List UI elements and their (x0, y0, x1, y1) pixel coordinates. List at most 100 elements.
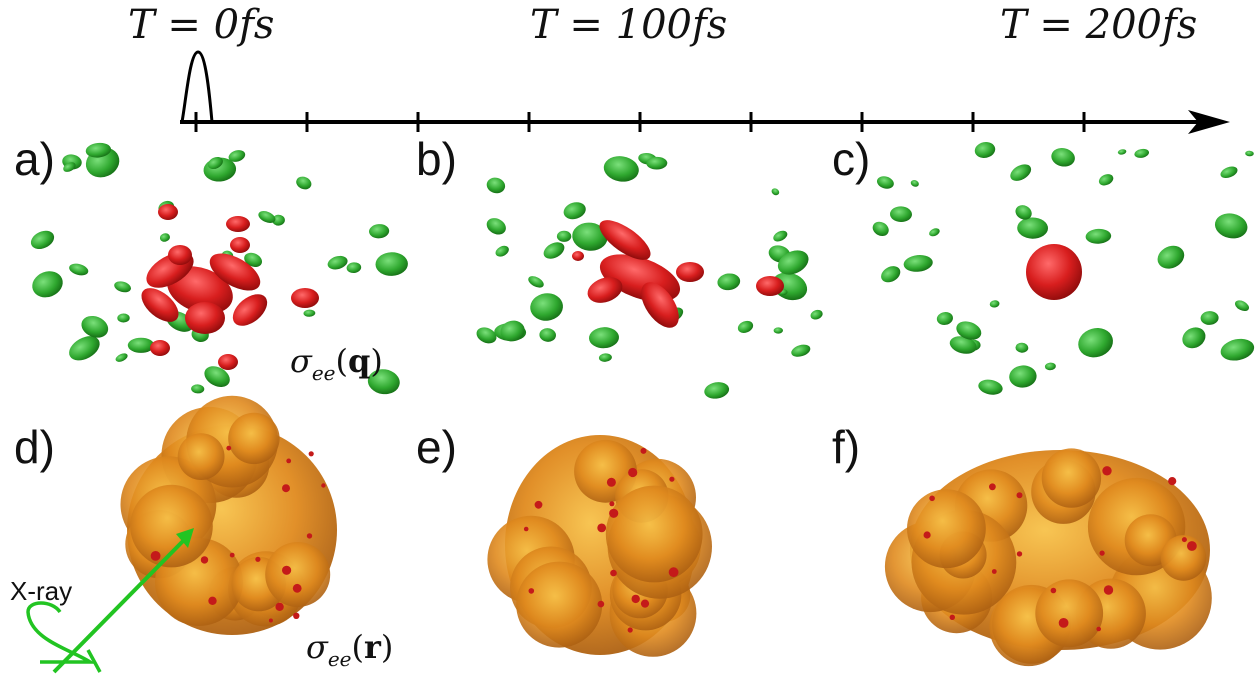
density-panel-f (884, 448, 1212, 667)
diffraction-spot (528, 276, 544, 288)
diffraction-spot (603, 156, 639, 182)
diffraction-spot (1085, 228, 1112, 244)
diffraction-spot (1015, 342, 1029, 353)
diffraction-spot (810, 309, 823, 320)
density-speck (150, 551, 161, 561)
density-lobe (265, 542, 331, 607)
density-speck (229, 552, 235, 558)
sigma-ee-r-label: σee(r) (306, 628, 393, 671)
density-speck (282, 484, 290, 493)
density-speck (268, 618, 273, 623)
diffraction-spot (1182, 327, 1206, 349)
red-peak (232, 294, 268, 326)
diffraction-spot (369, 224, 390, 239)
diffraction-spot (81, 315, 109, 338)
diffraction-spot (556, 230, 572, 242)
density-panel-e (487, 435, 712, 657)
density-speck (282, 565, 292, 575)
diffraction-spot (1134, 148, 1150, 158)
diffraction-spot (598, 353, 612, 362)
red-peak (230, 237, 250, 253)
time-label-200fs: T = 200fs (1000, 2, 1198, 48)
xray-pulse-shape (180, 50, 214, 123)
red-peak (218, 354, 238, 370)
density-speck (286, 458, 292, 464)
diffraction-spot (296, 176, 312, 190)
density-speck (610, 569, 617, 577)
diffraction-spot (500, 320, 525, 342)
density-speck (609, 508, 619, 518)
diffraction-spot (1214, 213, 1248, 239)
diffraction-spot (530, 293, 563, 321)
density-speck (628, 467, 638, 478)
xray-pulse-icon (26, 601, 96, 664)
paren-close: ) (380, 628, 394, 666)
diffraction-spot (1078, 328, 1113, 358)
paren-close: ) (370, 342, 383, 380)
diffraction-spot (228, 150, 246, 162)
density-lobe (177, 433, 225, 480)
red-peak (150, 340, 170, 356)
diffraction-spot (1009, 365, 1037, 388)
diffraction-spot (32, 271, 63, 298)
red-peak (641, 282, 679, 328)
density-speck (1099, 550, 1105, 556)
diffraction-spot (375, 252, 408, 276)
diffraction-spot (159, 233, 170, 242)
density-speck (528, 588, 535, 594)
density-speck (1096, 626, 1101, 632)
diffraction-spot (30, 230, 55, 250)
density-speck (321, 483, 326, 488)
panel-label-f: f) (832, 421, 861, 473)
diffraction-spot (486, 218, 506, 235)
diffraction-spot (495, 245, 509, 257)
time-label-100fs: T = 100fs (530, 2, 728, 48)
diffraction-spot (978, 379, 1003, 395)
density-speck (1102, 466, 1112, 476)
red-peak (599, 220, 651, 260)
panel-label-d: d) (14, 421, 55, 473)
paren-open: ( (335, 342, 348, 380)
diffraction-spot (704, 382, 730, 399)
density-speck (627, 627, 633, 633)
density-speck (668, 567, 679, 578)
sigma-ee-q-label: σee(q) (290, 342, 383, 385)
density-speck (1058, 618, 1069, 628)
density-speck (308, 451, 314, 457)
diffraction-spot (646, 156, 668, 170)
red-peak (209, 253, 261, 291)
diffraction-spot (367, 369, 400, 395)
red-peak (167, 266, 233, 314)
diffraction-spot (929, 228, 940, 237)
density-speck (1187, 541, 1197, 551)
central-diffraction-peaks (141, 204, 1082, 370)
diffraction-spot (207, 156, 223, 170)
diffraction-spot (563, 202, 586, 220)
density-speck (631, 594, 640, 604)
red-peak (587, 277, 623, 303)
diffraction-spot (1234, 300, 1250, 312)
density-speck (523, 526, 529, 532)
density-speck (1168, 477, 1177, 486)
panel-label-c: c) (832, 133, 871, 185)
diffraction-spot (589, 327, 619, 349)
diffraction-spot (204, 366, 230, 387)
red-peak (1026, 244, 1082, 300)
density-panel-d (120, 395, 337, 635)
sigma-subscript: ee (327, 647, 352, 671)
diffraction-spot (974, 141, 996, 159)
diffraction-spot (773, 230, 788, 242)
red-peak (158, 204, 178, 220)
diffraction-spot (989, 300, 1000, 308)
density-speck (989, 483, 996, 491)
density-speck (606, 477, 616, 487)
red-peak (756, 276, 784, 296)
diffraction-spot (117, 313, 130, 323)
diffraction-spot (327, 255, 348, 270)
diffraction-spot (1017, 217, 1048, 239)
density-speck (1103, 585, 1114, 595)
panel-label-a: a) (14, 133, 55, 185)
density-speck (275, 602, 284, 611)
diffraction-spot (272, 214, 285, 226)
